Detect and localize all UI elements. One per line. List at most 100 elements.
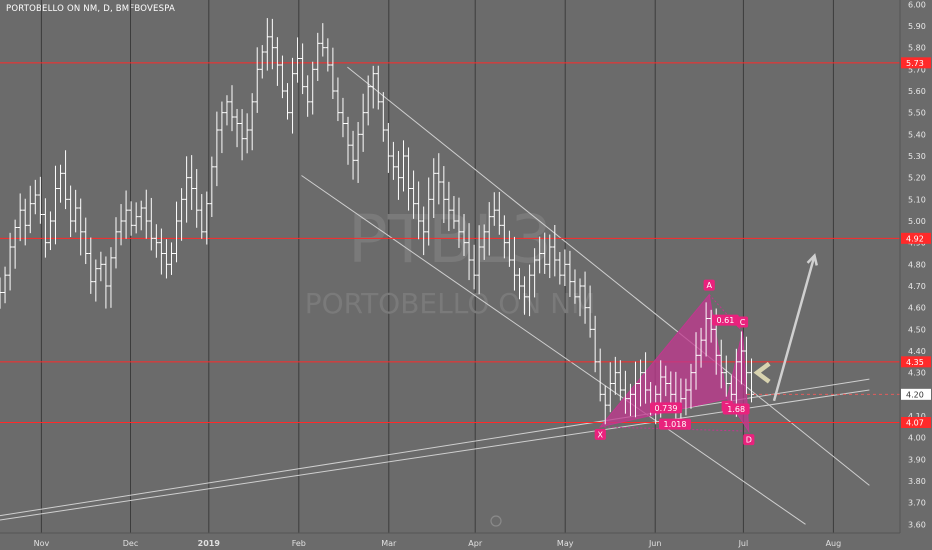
price-bar [320,23,326,57]
price-bar [300,43,306,95]
projection-arrow[interactable] [772,255,816,402]
price-bar [542,232,548,274]
price-bar [63,150,69,210]
svg-text:0.61: 0.61 [716,316,734,325]
pattern-ratio-label[interactable]: 0.61 [712,314,739,326]
y-tick-label: 4.60 [908,304,926,313]
price-bar [380,92,386,142]
y-tick-label: 4.50 [908,325,926,334]
price-bar [163,239,169,279]
trendline-channel-upper[interactable] [347,66,870,486]
pattern-bcd[interactable] [726,331,750,433]
svg-text:1.68: 1.68 [727,405,745,414]
price-bar [199,194,205,239]
svg-text:4.20: 4.20 [906,390,924,399]
price-bar [395,150,401,200]
pattern-ratio-label[interactable]: 0.739 [650,402,682,414]
price-bar [461,214,467,256]
price-bar [214,111,220,187]
pattern-ratio-label[interactable]: 1.68 [722,403,750,415]
price-bar [12,219,18,269]
trendline-channel-lower[interactable] [301,175,806,525]
price-bar [335,77,341,122]
price-bar [168,242,174,275]
price-bar [738,331,744,385]
price-bar [743,336,749,395]
price-bar [537,236,543,274]
level-price-badge[interactable]: 5.73 [901,57,931,69]
price-bar [103,256,109,309]
pattern-point-c[interactable]: C [736,316,749,328]
price-bar [78,198,84,256]
price-bar [421,206,427,256]
price-bar [290,57,296,134]
y-tick-label: 5.00 [908,217,926,226]
price-bar [269,18,275,70]
price-bar [355,121,361,183]
y-tick-label: 3.60 [908,520,926,529]
price-bar [239,109,245,161]
y-tick-label: 4.40 [908,347,926,356]
y-tick-label: 4.70 [908,282,926,291]
price-bar [400,140,406,192]
price-bar [249,93,255,151]
time-axis: Nov Dec 2019 Feb Mar Apr May Jun Jul Aug [0,515,932,550]
level-price-badge[interactable]: 4.07 [901,417,931,428]
pattern-ratio-label[interactable]: 1.018 [659,418,691,430]
y-tick-label: 4.00 [908,434,926,443]
price-bar [93,259,99,302]
price-bar [572,269,578,304]
price-bar [703,302,709,357]
price-bar [522,276,528,315]
price-bar [279,55,285,99]
price-bar [98,251,104,282]
price-bar [274,37,280,86]
level-price-badge[interactable]: 4.35 [901,356,931,368]
pattern-point-a[interactable]: A [703,279,715,291]
harmonic-pattern [598,293,750,433]
price-bar [749,358,754,403]
x-tick-label: May [557,539,574,548]
projection-arrow-head [806,253,818,266]
price-bar [506,230,512,267]
price-bar [491,192,497,226]
price-bar [17,193,23,242]
pattern-point-x[interactable]: X [594,428,606,440]
price-bar [108,247,114,308]
price-bar [481,224,487,260]
level-price-badge[interactable]: 4.92 [901,232,931,244]
price-bar [476,225,482,295]
price-bar [360,93,366,152]
price-bar [0,277,3,309]
svg-text:0.739: 0.739 [655,404,678,413]
svg-text:5.73: 5.73 [906,59,924,68]
price-bar [643,352,649,404]
price-bar [451,196,457,229]
price-bar [632,361,638,418]
price-bar [284,83,290,120]
price-bar [330,47,336,99]
price-bar [693,332,699,390]
price-bar [345,116,351,165]
x-tick-label: Apr [468,539,483,548]
price-bar [138,200,144,231]
price-bar [2,266,8,304]
price-bar [683,378,689,416]
price-axis-bg [900,0,932,550]
current-price-badge[interactable]: 4.20 [901,388,931,400]
price-bar [234,108,240,148]
price-bar [128,201,134,236]
pattern-point-d[interactable]: D [743,434,755,446]
price-bar [184,156,190,223]
tradingview-logo-icon [490,515,502,527]
price-bar [350,130,356,180]
price-bar [557,252,563,285]
price-bar [325,38,331,72]
price-bar [471,244,477,290]
price-bar [22,198,28,246]
price-bar [153,224,159,258]
price-bar [27,185,33,234]
